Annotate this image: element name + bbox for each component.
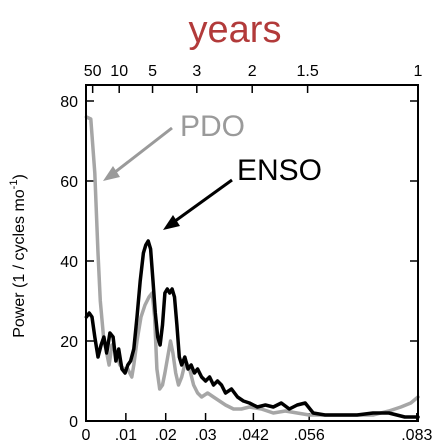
- enso-annotation-arrowhead: [163, 215, 180, 230]
- y-tick-label-4: 80: [60, 94, 78, 111]
- y-axis-label-main: Power (1 / cycles mo: [11, 189, 28, 338]
- plot-frame: [85, 84, 419, 422]
- chart-title: years: [189, 9, 282, 51]
- x-tick-label-3: .03: [194, 427, 216, 440]
- series-line-enso: [84, 239, 420, 419]
- left-axis-ticks: 0 20 40 60 80: [60, 94, 418, 431]
- top-tick-label-5: 1.5: [296, 63, 318, 80]
- y-tick-label-1: 20: [60, 334, 78, 351]
- x-tick-label-2: .02: [155, 427, 177, 440]
- pdo-annotation-label: PDO: [180, 110, 245, 143]
- y-tick-label-0: 0: [69, 414, 78, 431]
- x-tick-label-1: .01: [115, 427, 137, 440]
- pdo-annotation-arrow: [109, 126, 173, 178]
- x-tick-label-0: 0: [82, 427, 91, 440]
- top-tick-label-6: 1: [414, 63, 423, 80]
- y-axis-label: Power (1 / cycles mo-1): [8, 174, 28, 338]
- top-tick-label-3: 3: [192, 63, 201, 80]
- y-axis-label-close: ): [11, 174, 28, 179]
- top-tick-label-4: 2: [248, 63, 257, 80]
- series-layer: [84, 115, 420, 419]
- top-tick-label-0: 50: [84, 63, 102, 80]
- y-axis-label-superscript: -1: [8, 180, 20, 190]
- pdo-annotation-arrowhead: [103, 166, 120, 181]
- x-tick-label-5: .056: [294, 427, 325, 440]
- y-tick-label-2: 40: [60, 254, 78, 271]
- enso-annotation-arrow: [170, 178, 233, 226]
- x-tick-label-6: .083: [401, 427, 432, 440]
- x-tick-label-4: .042: [238, 427, 269, 440]
- y-tick-label-3: 60: [60, 174, 78, 191]
- bottom-axis-ticks: 0 .01 .02 .03 .042 .056 .083: [82, 413, 432, 440]
- top-axis-ticks: 50 10 5 3 2 1.5 1: [84, 63, 423, 93]
- enso-annotation-label: ENSO: [237, 154, 322, 187]
- top-tick-label-1: 10: [110, 63, 128, 80]
- top-tick-label-2: 5: [148, 63, 157, 80]
